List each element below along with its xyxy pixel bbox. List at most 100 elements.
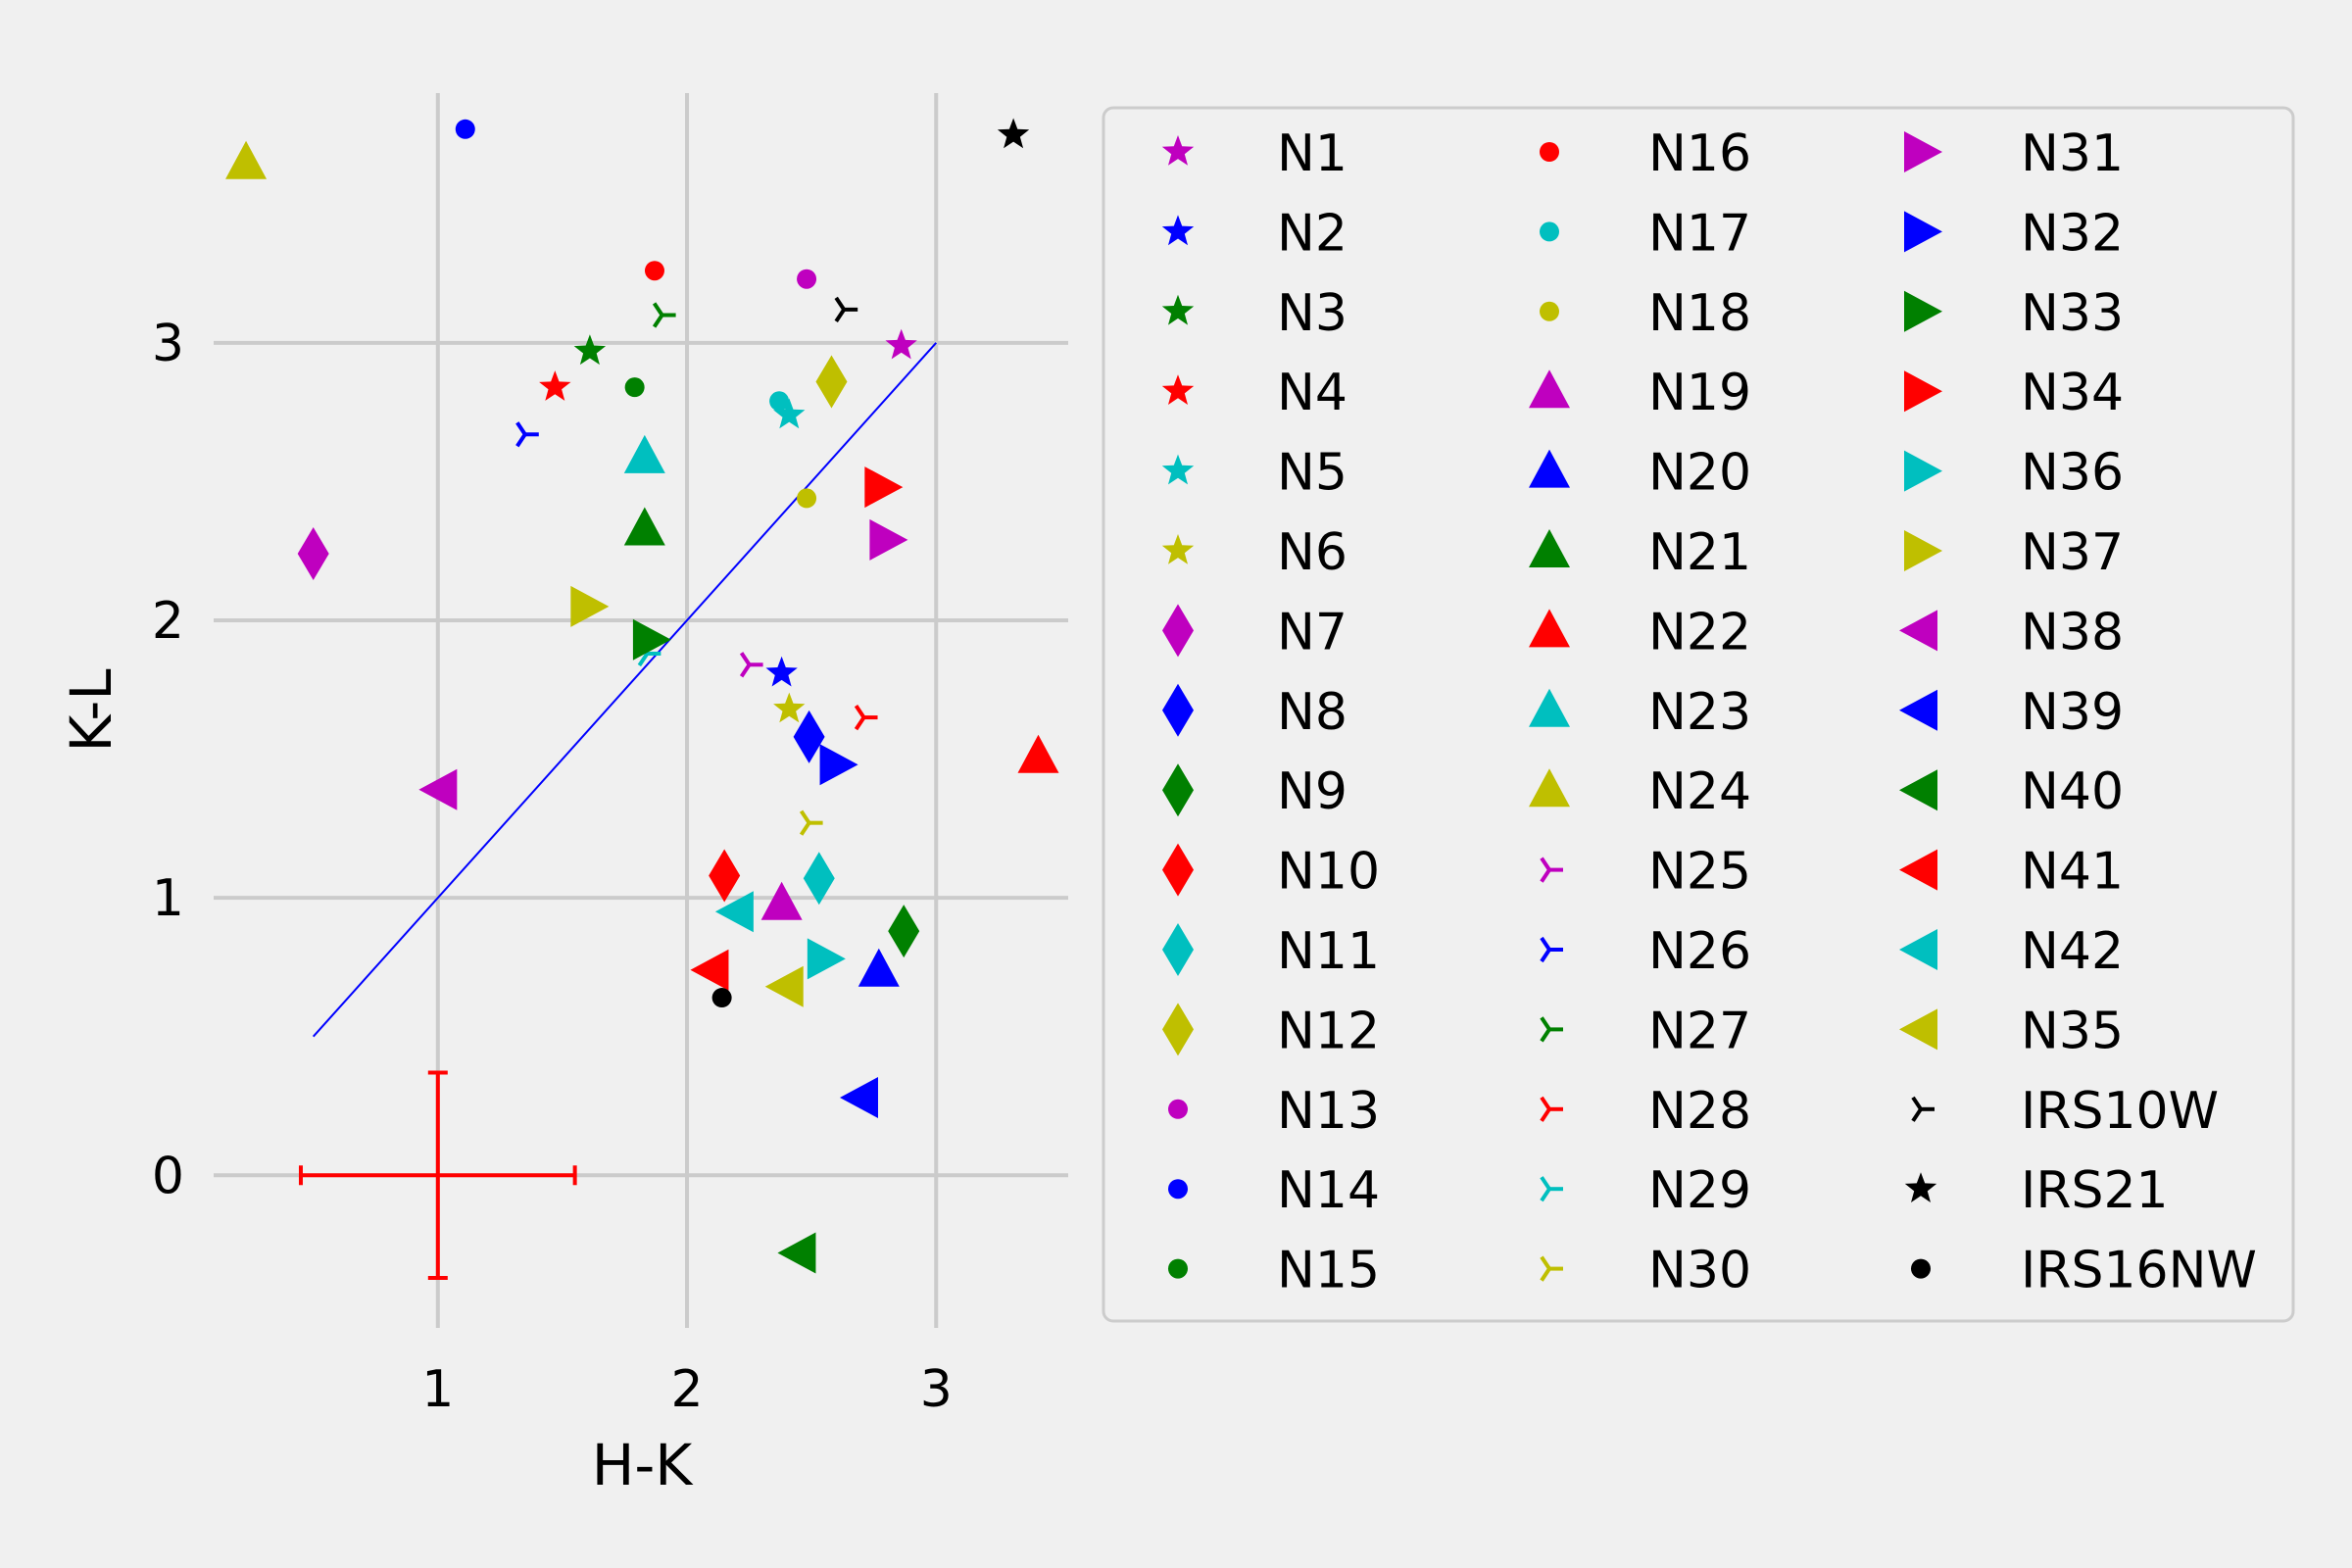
legend-item: N30	[1540, 1242, 1751, 1300]
legend-label: N25	[1648, 843, 1751, 902]
legend-label: N37	[2021, 523, 2124, 582]
point-n33	[632, 618, 671, 661]
legend-label: N22	[1648, 603, 1751, 662]
legend-item: N17	[1540, 204, 1751, 263]
grid-lines	[214, 93, 1068, 1328]
legend-label: N9	[1277, 762, 1348, 821]
legend-marker	[1161, 294, 1195, 325]
legend-item: N19	[1529, 364, 1751, 422]
legend-marker	[1540, 1255, 1563, 1282]
legend-label: N7	[1277, 603, 1348, 662]
legend-label: N1	[1277, 124, 1348, 183]
legend-label: N11	[1277, 922, 1380, 981]
legend-marker	[1161, 374, 1195, 405]
legend-label: N42	[2021, 922, 2124, 981]
legend-marker	[1529, 768, 1570, 808]
legend-item: N12	[1162, 1002, 1380, 1060]
legend-label: N12	[1277, 1002, 1380, 1060]
point-n37	[570, 585, 610, 627]
legend-item: N4	[1161, 364, 1348, 422]
legend-label: N34	[2021, 364, 2124, 422]
legend-marker	[1899, 769, 1937, 811]
legend-item: N6	[1161, 523, 1348, 582]
legend-label: N23	[1648, 683, 1751, 742]
legend-label: N26	[1648, 922, 1751, 981]
legend-item: N40	[1899, 762, 2124, 821]
legend-label: N39	[2021, 683, 2124, 742]
legend-label: N16	[1648, 124, 1751, 183]
x-tick-labels: 1 2 3	[421, 1360, 953, 1419]
legend-label: IRS10W	[2021, 1082, 2219, 1141]
legend-marker	[1161, 454, 1195, 485]
point-n41	[690, 949, 729, 991]
legend-label: N38	[2021, 603, 2124, 662]
legend-marker	[1899, 1008, 1937, 1051]
legend-item: N26	[1540, 922, 1751, 981]
x-tick-label: 2	[670, 1360, 703, 1419]
point-n2	[765, 656, 798, 687]
legend-item: N42	[1899, 922, 2124, 981]
legend-item: N37	[1904, 523, 2124, 582]
point-n31	[869, 518, 908, 561]
point-n24	[225, 140, 268, 179]
legend-marker	[1904, 530, 1942, 571]
legend-label: N41	[2021, 843, 2124, 902]
legend-marker	[1904, 370, 1942, 413]
legend-item: IRS16NW	[1911, 1242, 2257, 1300]
legend-item: N3	[1161, 284, 1348, 343]
point-n3	[573, 334, 607, 366]
legend-label: N6	[1277, 523, 1348, 582]
point-n16	[644, 261, 664, 281]
legend-label: N21	[1648, 523, 1751, 582]
legend-item: N28	[1540, 1082, 1751, 1141]
legend-label: N29	[1648, 1161, 1751, 1220]
legend-marker	[1168, 1179, 1188, 1200]
point-irs10w	[834, 296, 858, 322]
legend-label: N14	[1277, 1161, 1380, 1220]
y-tick-labels: 0 1 2 3	[152, 315, 184, 1205]
point-n6	[773, 692, 806, 723]
point-n25	[739, 652, 763, 678]
legend-label: N20	[1648, 444, 1751, 503]
legend-item: N2	[1161, 204, 1348, 263]
point-n30	[799, 809, 823, 836]
point-n17	[769, 391, 790, 412]
legend-item: N14	[1168, 1161, 1380, 1220]
reference-line	[312, 342, 938, 1038]
legend-item: N10	[1162, 843, 1380, 902]
legend-item: N13	[1168, 1082, 1380, 1141]
point-n27	[652, 302, 676, 328]
legend-item: N29	[1540, 1161, 1751, 1220]
legend-marker	[1540, 857, 1563, 883]
point-irs16nw	[711, 988, 732, 1008]
legend-item: N15	[1168, 1242, 1380, 1300]
legend-item: IRS10W	[1911, 1082, 2219, 1141]
legend-label: N4	[1277, 364, 1348, 422]
legend-items: N1 N2 N3 N4 N5 N6 N7 N8 N9 N10 N11 N12 N13 N14 N15 N16 N…	[1161, 124, 2257, 1300]
legend-label: N10	[1277, 843, 1380, 902]
legend-marker	[1899, 689, 1937, 731]
legend-item: N18	[1540, 284, 1751, 343]
legend-marker	[1529, 369, 1570, 409]
legend-item: N22	[1529, 603, 1751, 662]
point-n32	[819, 744, 858, 786]
legend-label: N5	[1277, 444, 1348, 503]
legend-label: N2	[1277, 204, 1348, 263]
legend-marker	[1161, 135, 1195, 166]
legend-marker	[1529, 449, 1570, 488]
legend-item: N39	[1899, 683, 2124, 742]
y-tick-label: 0	[152, 1147, 184, 1205]
x-axis-label: H-K	[592, 1432, 695, 1498]
x-tick-label: 1	[421, 1360, 454, 1419]
legend-label: N19	[1648, 364, 1751, 422]
legend-label: N31	[2021, 124, 2124, 183]
point-n5	[773, 398, 806, 429]
legend-label: N24	[1648, 762, 1751, 821]
legend-item: N31	[1904, 124, 2124, 183]
point-n36	[807, 938, 846, 980]
point-n14	[455, 119, 475, 139]
x-tick-label: 3	[920, 1360, 953, 1419]
legend-item: IRS21	[1904, 1161, 2169, 1220]
legend-marker	[1899, 849, 1937, 891]
point-n4	[539, 370, 571, 401]
